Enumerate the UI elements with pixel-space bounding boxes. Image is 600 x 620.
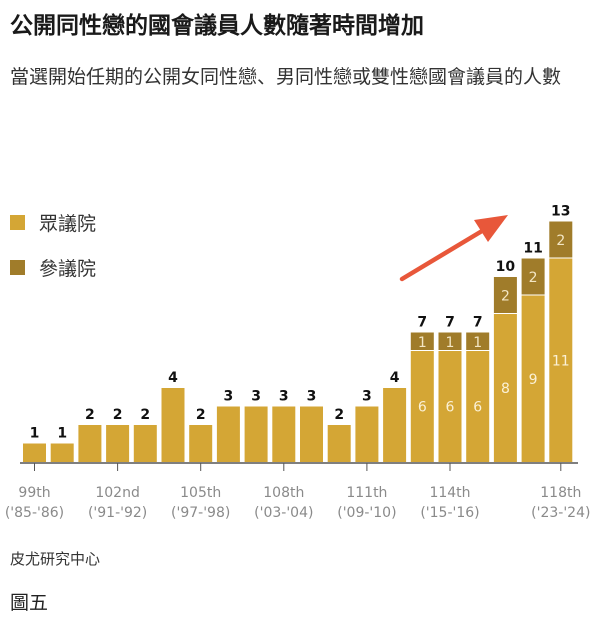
bar-house-109th <box>300 406 323 462</box>
bar-house-113th <box>410 351 434 462</box>
bar-senate-113th <box>410 332 434 350</box>
bar-total-103rd: 2 <box>140 407 150 423</box>
trend-arrow-shaft <box>399 228 485 282</box>
trend-arrow-head <box>474 215 508 242</box>
x-tick-years-114th: ('15-'16) <box>420 505 479 521</box>
bar-senate-117th <box>521 258 545 295</box>
bar-senate-116th <box>493 277 517 313</box>
bar-total-117th: 11 <box>523 241 542 257</box>
bar-total-111th: 3 <box>362 389 372 405</box>
bar-label-house-116th: 8 <box>501 381 510 397</box>
figure-label: 圖五 <box>10 592 49 614</box>
bar-house-117th <box>521 295 545 462</box>
chart-title: 公開同性戀的國會議員人數隨著時間增加 <box>10 13 424 39</box>
bar-label-house-113th: 6 <box>418 400 427 416</box>
bar-total-115th: 7 <box>473 315 483 331</box>
bar-house-104th <box>161 388 185 462</box>
bar-total-109th: 3 <box>307 389 317 405</box>
bar-senate-115th <box>466 332 490 350</box>
bar-house-115th <box>466 351 490 462</box>
legend-swatch-senate <box>10 259 25 275</box>
bar-house-106th <box>216 406 240 462</box>
bar-label-house-117th: 9 <box>529 372 538 388</box>
x-tick-label-105th: 105th <box>180 485 221 501</box>
bar-total-107th: 3 <box>251 389 261 405</box>
bar-total-99th: 1 <box>30 426 40 442</box>
bar-total-101st: 2 <box>85 407 95 423</box>
x-tick-years-118th: ('23-'24) <box>531 505 590 521</box>
x-tick-years-105th: ('97-'98) <box>171 505 230 521</box>
bar-total-113th: 7 <box>417 315 427 331</box>
bar-label-senate-114th: 1 <box>446 335 455 351</box>
chart-subtitle: 當選開始任期的公開女同性戀、男同性戀或雙性戀國會議員的人數 <box>10 66 562 88</box>
bar-total-106th: 3 <box>224 389 234 405</box>
bar-house-110th <box>327 425 351 462</box>
bar-house-118th <box>549 258 573 462</box>
bar-house-101st <box>78 425 102 462</box>
bar-total-116th: 10 <box>496 259 516 275</box>
bar-label-senate-116th: 2 <box>501 289 510 305</box>
bar-label-senate-113th: 1 <box>418 335 427 351</box>
bar-label-senate-117th: 2 <box>529 270 538 286</box>
bar-house-112th <box>383 388 407 462</box>
x-tick-years-102nd: ('91-'92) <box>88 505 147 521</box>
x-tick-label-108th: 108th <box>263 485 304 501</box>
bar-total-114th: 7 <box>445 315 455 331</box>
x-tick-label-102nd: 102nd <box>95 485 139 501</box>
bar-senate-118th <box>549 221 573 258</box>
bar-house-108th <box>272 406 296 462</box>
x-tick-years-111th: ('09-'10) <box>337 505 396 521</box>
x-tick-label-111th: 111th <box>346 485 387 501</box>
bar-total-118th: 13 <box>551 204 570 220</box>
bar-label-house-114th: 6 <box>446 400 455 416</box>
x-tick-years-99th: ('85-'86) <box>5 505 64 521</box>
bar-house-102nd <box>106 425 130 462</box>
bar-total-104th: 4 <box>168 370 178 386</box>
bar-label-senate-118th: 2 <box>556 233 565 249</box>
bar-label-house-115th: 6 <box>473 400 482 416</box>
bar-house-103rd <box>133 425 157 462</box>
bar-house-111th <box>355 406 379 462</box>
bar-house-100th <box>50 443 74 462</box>
legend: 眾議院 參議院 <box>10 210 96 300</box>
legend-label-house: 眾議院 <box>39 212 97 235</box>
bar-senate-114th <box>438 332 462 350</box>
x-tick-label-114th: 114th <box>429 485 470 501</box>
bar-house-105th <box>189 425 213 462</box>
bar-house-99th <box>23 443 46 462</box>
legend-label-senate: 參議院 <box>39 257 97 280</box>
bar-total-110th: 2 <box>334 407 344 423</box>
x-tick-label-99th: 99th <box>18 485 50 501</box>
bar-total-112th: 4 <box>390 370 400 386</box>
bar-total-100th: 1 <box>57 426 67 442</box>
bar-house-116th <box>493 314 517 462</box>
bar-label-senate-115th: 1 <box>473 335 482 351</box>
x-tick-label-118th: 118th <box>540 485 581 501</box>
bar-total-108th: 3 <box>279 389 289 405</box>
bar-total-102nd: 2 <box>113 407 123 423</box>
bar-label-house-118th: 11 <box>552 353 570 369</box>
source-note: 皮尤研究中心 <box>10 550 101 568</box>
legend-item-house: 眾議院 <box>10 210 97 235</box>
legend-swatch-house <box>10 214 25 230</box>
bar-total-105th: 2 <box>196 407 206 423</box>
bar-house-107th <box>244 406 268 462</box>
legend-item-senate: 參議院 <box>10 255 97 280</box>
x-tick-years-108th: ('03-'04) <box>254 505 313 521</box>
bar-house-114th <box>438 351 462 462</box>
